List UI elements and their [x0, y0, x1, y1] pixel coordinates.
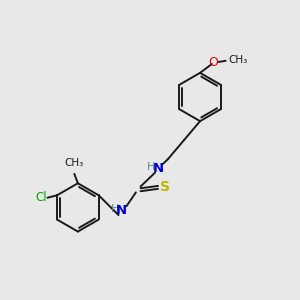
- Text: CH₃: CH₃: [229, 55, 248, 65]
- Text: O: O: [208, 56, 218, 69]
- Text: H: H: [110, 204, 119, 214]
- Text: H: H: [147, 162, 155, 172]
- Text: CH₃: CH₃: [65, 158, 84, 168]
- Text: N: N: [152, 162, 164, 175]
- Text: Cl: Cl: [36, 191, 47, 204]
- Text: N: N: [116, 204, 127, 217]
- Text: S: S: [160, 180, 170, 194]
